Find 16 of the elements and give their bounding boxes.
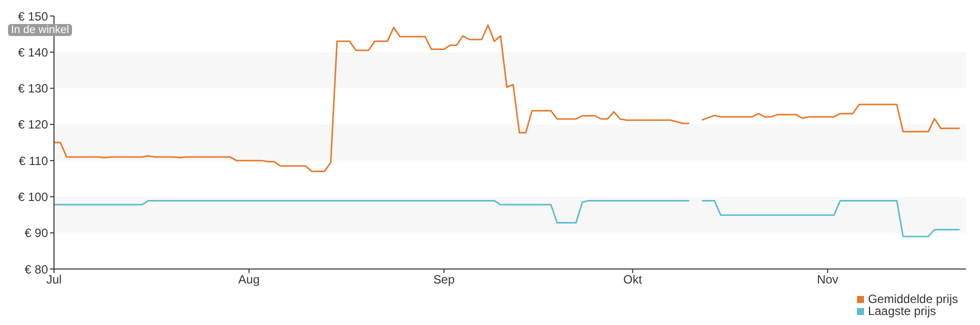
legend-label: Laagste prijs — [868, 304, 936, 318]
x-tick-label: Sep — [433, 272, 455, 287]
y-tick-label: € 80 — [24, 262, 48, 276]
annotation: In de winkel — [8, 24, 72, 36]
y-tick-label: € 110 — [18, 154, 48, 168]
x-tick-label: Nov — [816, 272, 838, 287]
x-tick-label: Aug — [238, 272, 260, 287]
y-tick-label: € 130 — [18, 82, 48, 96]
y-tick-label: € 140 — [18, 45, 48, 60]
x-tick-label: Jul — [46, 272, 62, 287]
y-tick-label: € 120 — [18, 118, 48, 132]
x-tick-label: Okt — [623, 272, 643, 287]
y-tick-label: € 150 — [18, 9, 48, 24]
legend-label: Gemiddelde prijs — [868, 292, 958, 306]
y-tick-label: € 100 — [18, 190, 48, 204]
y-tick-label: € 90 — [24, 226, 48, 240]
